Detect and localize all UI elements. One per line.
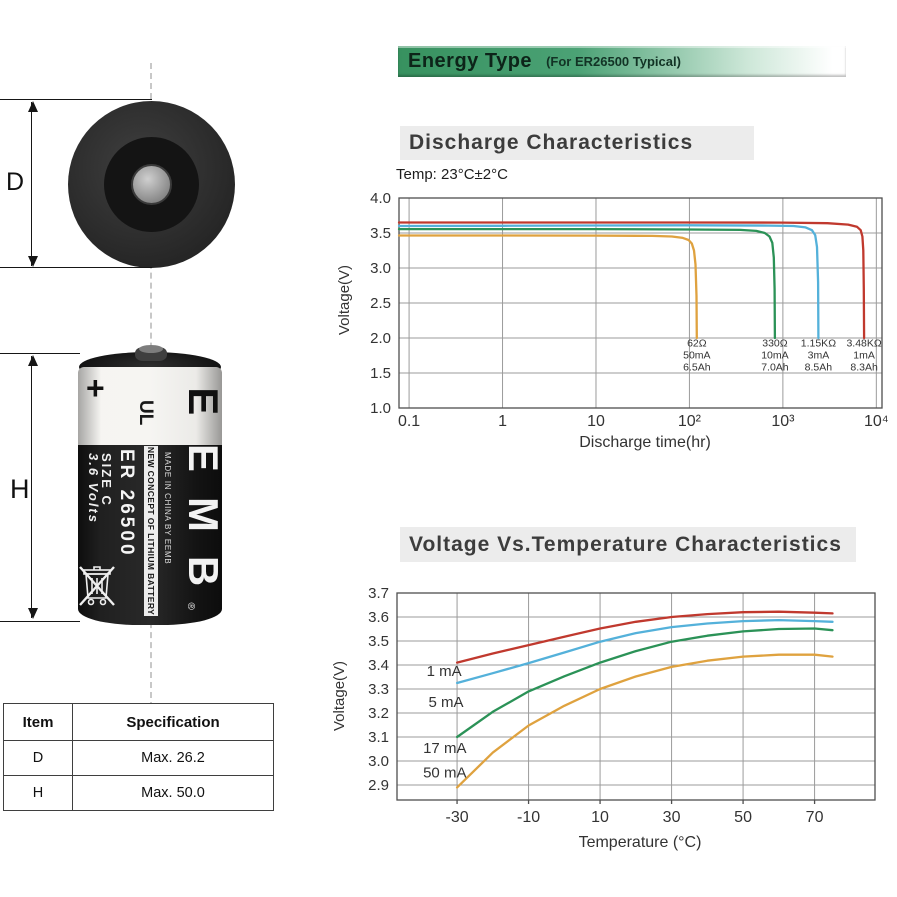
- spec-cell-item: H: [3, 775, 73, 811]
- svg-text:2.5: 2.5: [370, 295, 391, 312]
- discharge-chart: 0.1 1 10 10² 10³ 10⁴ 4.0 3.5 3.0 2.5 2.0 1.5 1.0 62Ω5…: [336, 190, 889, 451]
- svg-text:3.0: 3.0: [370, 260, 391, 277]
- spec-cell-value: Max. 26.2: [72, 740, 274, 776]
- energy-type-subtitle: (For ER26500 Typical): [546, 54, 681, 69]
- dim-d-line-top: [0, 99, 152, 100]
- ul-logo: UL: [135, 400, 156, 426]
- battery-slogan-strip: NEW CONCEPT OF LITHIUM BATTERY: [144, 446, 158, 616]
- svg-text:3.4: 3.4: [368, 657, 389, 674]
- eemb-logo: E E M B ®: [180, 373, 227, 613]
- svg-text:10³: 10³: [771, 413, 795, 430]
- svg-text:3.5: 3.5: [368, 633, 389, 650]
- table-row: D Max. 26.2: [3, 740, 274, 776]
- svg-text:7.0Ah: 7.0Ah: [761, 361, 789, 373]
- battery-plus-mark: +: [86, 370, 105, 406]
- svg-text:Voltage(V): Voltage(V): [331, 661, 348, 731]
- svg-text:50 mA: 50 mA: [423, 765, 466, 782]
- svg-text:3.0: 3.0: [368, 753, 389, 770]
- battery-model-text: ER 26500: [116, 449, 137, 558]
- spec-cell-item: D: [3, 740, 73, 776]
- spec-header-item: Item: [3, 703, 73, 741]
- svg-text:70: 70: [806, 809, 824, 826]
- svg-text:3.7: 3.7: [368, 585, 389, 602]
- svg-text:3.48KΩ: 3.48KΩ: [846, 337, 881, 349]
- svg-text:10²: 10²: [678, 413, 702, 430]
- svg-text:6.5Ah: 6.5Ah: [683, 361, 711, 373]
- spec-table: Item Specification D Max. 26.2 H Max. 50…: [3, 703, 274, 811]
- battery-made-in-text: MADE IN CHINA BY EEMB: [163, 452, 172, 565]
- svg-text:2.0: 2.0: [370, 330, 391, 347]
- svg-text:3.1: 3.1: [368, 729, 389, 746]
- svg-text:3mA: 3mA: [808, 349, 830, 361]
- svg-text:Temperature (°C): Temperature (°C): [579, 834, 702, 851]
- eemb-logo-letter: E: [180, 387, 227, 416]
- battery-top-view-terminal: [131, 164, 172, 205]
- energy-type-header: Energy Type (For ER26500 Typical): [398, 46, 846, 77]
- dim-h-line-top: [0, 353, 80, 354]
- vt-chart: -30 -10 10 30 50 70 3.7 3.6 3.5 3.4 3.3 3.2 3.1 3.0 2.…: [331, 585, 876, 851]
- svg-text:330Ω: 330Ω: [762, 337, 788, 349]
- spec-cell-value: Max. 50.0: [72, 775, 274, 811]
- svg-text:3.3: 3.3: [368, 681, 389, 698]
- battery-terminal-cap: [139, 345, 163, 353]
- eemb-logo-letter: B: [180, 555, 227, 587]
- svg-text:1mA: 1mA: [853, 349, 875, 361]
- svg-text:1 mA: 1 mA: [427, 663, 462, 680]
- discharge-section-title: Discharge Characteristics: [400, 126, 754, 160]
- table-row: H Max. 50.0: [3, 775, 274, 811]
- svg-text:1.0: 1.0: [370, 400, 391, 417]
- svg-text:10mA: 10mA: [761, 349, 788, 361]
- dim-d-label: D: [6, 168, 25, 196]
- svg-text:8.5Ah: 8.5Ah: [805, 361, 833, 373]
- svg-text:1: 1: [498, 413, 507, 430]
- temperature-note: Temp: 23°C±2°C: [396, 166, 508, 183]
- svg-text:30: 30: [663, 809, 681, 826]
- battery-size-text: SIZE C: [99, 453, 114, 507]
- dim-h-arrow: [27, 355, 38, 619]
- registered-mark: ®: [185, 602, 196, 610]
- svg-text:50: 50: [734, 809, 752, 826]
- svg-text:50mA: 50mA: [683, 349, 710, 361]
- spec-header-specification: Specification: [72, 703, 274, 741]
- svg-text:1.15KΩ: 1.15KΩ: [801, 337, 836, 349]
- svg-text:2.9: 2.9: [368, 777, 389, 794]
- dim-h-line-bottom: [0, 621, 80, 622]
- svg-text:10⁴: 10⁴: [864, 413, 889, 430]
- svg-text:-30: -30: [446, 809, 469, 826]
- svg-text:-10: -10: [517, 809, 540, 826]
- spec-table-header-row: Item Specification: [3, 703, 274, 741]
- svg-text:17 mA: 17 mA: [423, 740, 466, 757]
- svg-text:5 mA: 5 mA: [428, 694, 463, 711]
- energy-type-title: Energy Type: [408, 50, 533, 72]
- svg-text:10: 10: [587, 413, 605, 430]
- crossed-bin-icon: [79, 566, 115, 606]
- eemb-logo-letter: E: [180, 443, 227, 472]
- dim-d-arrow: [27, 101, 38, 267]
- svg-text:0.1: 0.1: [398, 413, 420, 430]
- svg-text:3.6: 3.6: [368, 609, 389, 626]
- svg-text:8.3Ah: 8.3Ah: [850, 361, 878, 373]
- dim-h-label: H: [10, 474, 30, 504]
- svg-text:Discharge time(hr): Discharge time(hr): [579, 434, 711, 451]
- svg-text:3.2: 3.2: [368, 705, 389, 722]
- eemb-logo-letter: M: [180, 496, 227, 532]
- svg-text:62Ω: 62Ω: [687, 337, 707, 349]
- svg-text:10: 10: [591, 809, 609, 826]
- svg-text:3.5: 3.5: [370, 225, 391, 242]
- vt-section-title: Voltage Vs.Temperature Characteristics: [400, 527, 856, 562]
- svg-text:Voltage(V): Voltage(V): [336, 265, 353, 335]
- svg-text:1.5: 1.5: [370, 365, 391, 382]
- dim-d-line-bottom: [0, 267, 152, 268]
- svg-text:4.0: 4.0: [370, 190, 391, 207]
